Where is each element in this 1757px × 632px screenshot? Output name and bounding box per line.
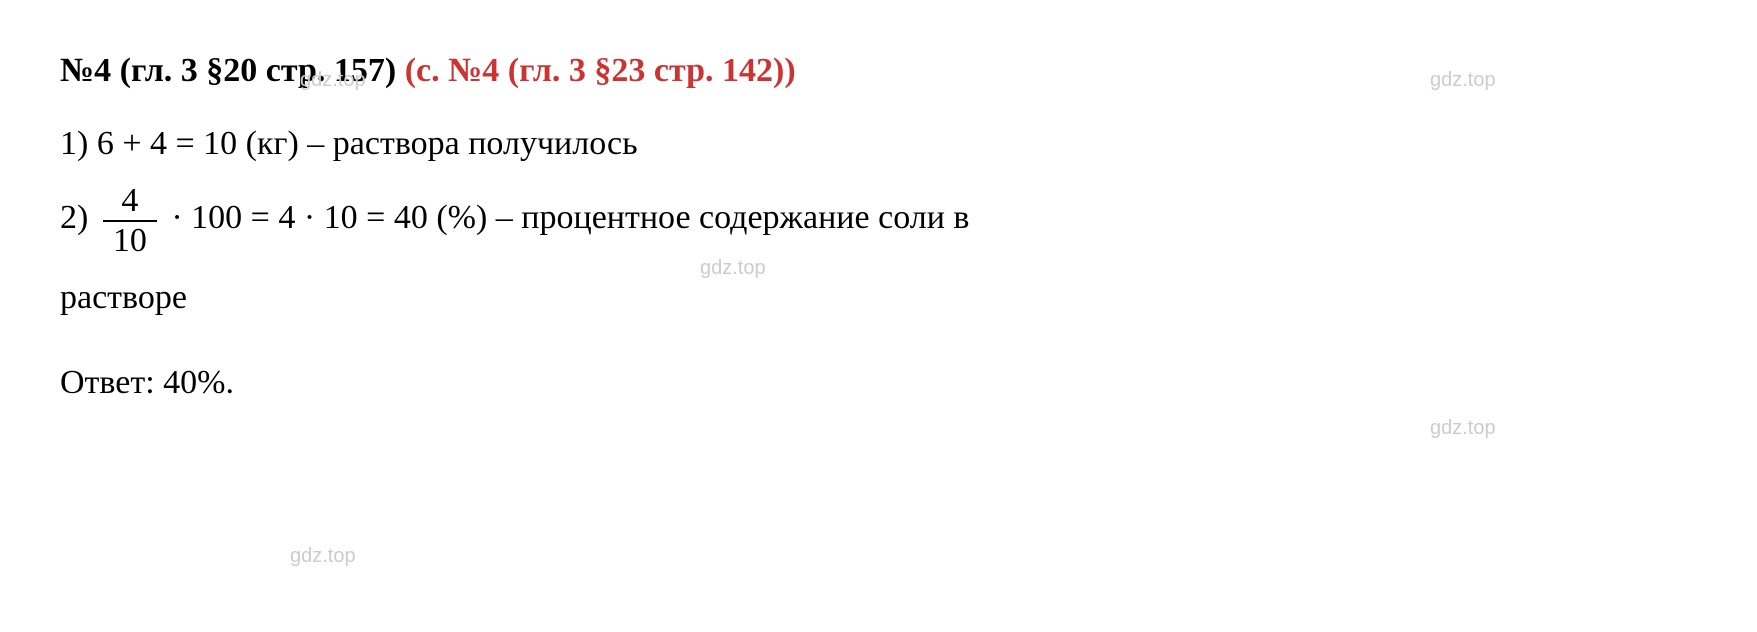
step2-prefix: 2) bbox=[60, 200, 97, 237]
solution-step-2: 2) 410 · 100 = 4 · 10 = 40 (%) – процент… bbox=[60, 182, 1697, 259]
watermark-5: gdz.top bbox=[290, 538, 356, 574]
step2-tail: – процентное содержание соли в bbox=[487, 200, 969, 237]
header-red-text: (с. №4 (гл. 3 §23 стр. 142)) bbox=[405, 52, 796, 89]
problem-header: №4 (гл. 3 §20 стр. 157) (с. №4 (гл. 3 §2… bbox=[60, 40, 1697, 101]
step1-text: 1) 6 + 4 = 10 (кг) – раствора получилось bbox=[60, 125, 638, 162]
solution-step-1: 1) 6 + 4 = 10 (кг) – раствора получилось bbox=[60, 113, 1697, 174]
fraction: 410 bbox=[103, 182, 157, 259]
fraction-denominator: 10 bbox=[103, 222, 157, 259]
answer-text: Ответ: 40%. bbox=[60, 364, 234, 401]
step2-mid: · 100 = 4 · 10 = 40 (%) bbox=[163, 200, 487, 237]
header-black-text: №4 (гл. 3 §20 стр. 157) bbox=[60, 52, 405, 89]
watermark-4: gdz.top bbox=[1430, 410, 1496, 446]
step2-continuation: растворе bbox=[60, 279, 187, 316]
answer-line: Ответ: 40%. bbox=[60, 352, 1697, 413]
fraction-numerator: 4 bbox=[103, 182, 157, 221]
solution-step-2-continued: растворе bbox=[60, 267, 1697, 328]
